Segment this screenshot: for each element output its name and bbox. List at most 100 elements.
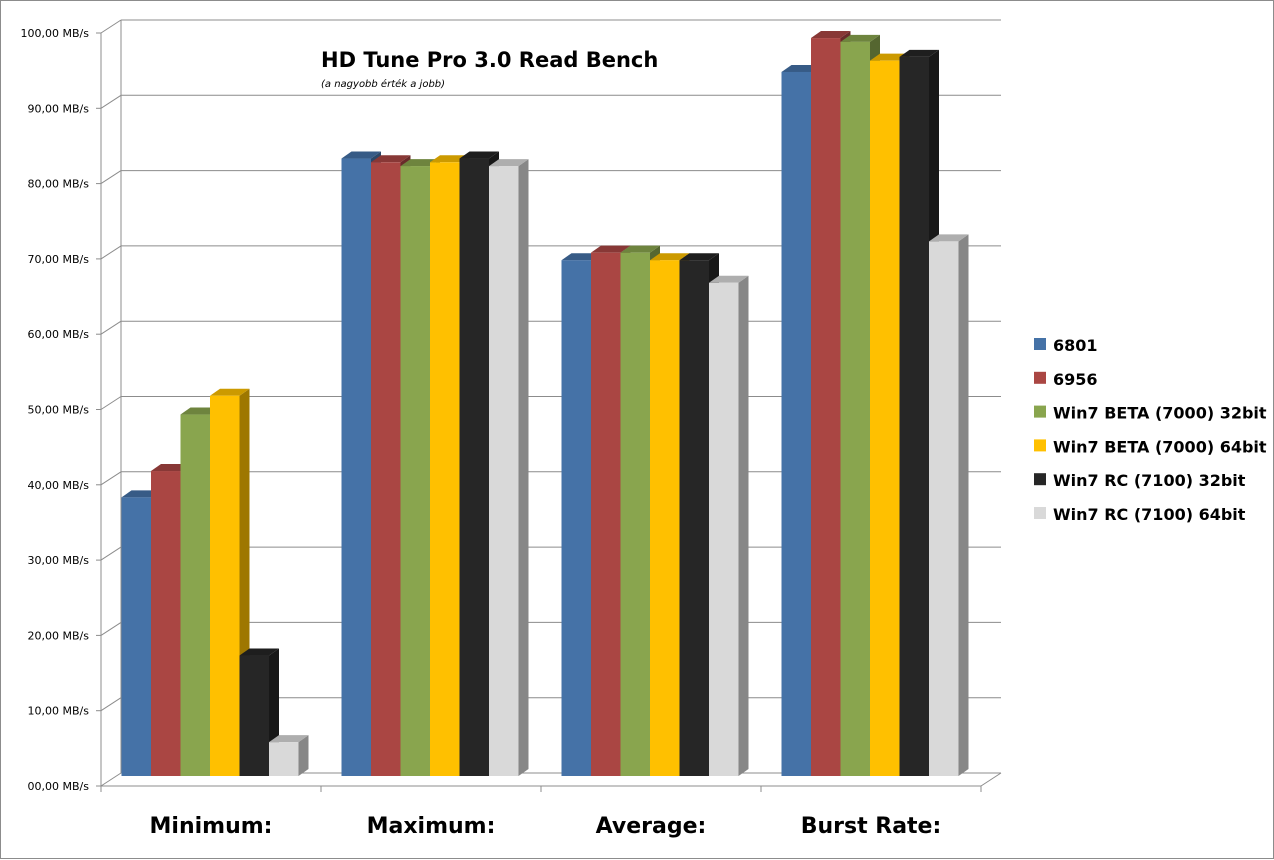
y-tick-label: 10,00 MB/s: [28, 705, 90, 718]
legend-label: 6801: [1053, 336, 1098, 355]
bar-front: [899, 56, 929, 776]
bar-front: [459, 158, 489, 777]
y-tick-label: 90,00 MB/s: [28, 102, 90, 115]
bar-top: [840, 34, 880, 42]
gridline-side: [100, 697, 122, 712]
gridline-side: [100, 396, 122, 410]
y-tick-label: 100,00 MB/s: [21, 27, 90, 40]
bar-front: [591, 252, 621, 777]
legend-item: Win7 BETA (7000) 32bit: [1034, 404, 1267, 423]
y-tick-label: 20,00 MB/s: [28, 629, 90, 642]
chart-title: HD Tune Pro 3.0 Read Bench: [321, 48, 658, 72]
bar-front: [561, 260, 591, 776]
gridline-side: [100, 19, 122, 34]
bar-top: [489, 159, 529, 167]
bar: [489, 159, 529, 776]
legend-swatch: [1034, 439, 1046, 452]
bar-side: [518, 159, 529, 776]
bar-top: [620, 245, 660, 253]
y-tick-label: 80,00 MB/s: [28, 178, 90, 191]
bar-front: [679, 260, 709, 776]
x-tick-label: Burst Rate:: [801, 814, 942, 839]
bar-front: [239, 655, 269, 776]
bar-front: [430, 162, 460, 776]
bar: [709, 275, 749, 776]
bar-front: [210, 395, 240, 776]
bar: [269, 735, 309, 776]
gridline-side: [100, 320, 122, 335]
gridline-side: [100, 772, 122, 787]
bar-top: [341, 151, 381, 159]
bars: [121, 31, 969, 777]
y-tick-label: 60,00 MB/s: [28, 328, 90, 341]
legend-swatch: [1034, 338, 1046, 350]
bar-front: [929, 241, 959, 776]
gridline-side: [100, 546, 122, 561]
bar-front: [151, 471, 181, 776]
bar-top: [811, 31, 851, 39]
bar-top: [899, 49, 939, 57]
bar-top: [650, 253, 690, 261]
bar-front: [269, 742, 299, 776]
bar-top: [459, 151, 499, 159]
legend-label: 6956: [1053, 370, 1098, 389]
legend-swatch: [1034, 405, 1046, 418]
legend-item: Win7 BETA (7000) 64bit: [1034, 437, 1267, 456]
bar-top: [591, 245, 631, 253]
legend-label: Win7 RC (7100) 32bit: [1053, 471, 1246, 490]
y-tick-label: 70,00 MB/s: [28, 253, 90, 266]
bar-front: [781, 71, 811, 776]
floor-edge: [980, 772, 1002, 787]
y-tick-label: 30,00 MB/s: [28, 554, 90, 567]
legend-label: Win7 BETA (7000) 32bit: [1053, 404, 1267, 423]
bar-front: [400, 166, 430, 776]
bar-top: [269, 735, 309, 743]
bar-front: [650, 260, 680, 776]
x-tick-label: Average:: [596, 814, 707, 839]
y-tick-label: 50,00 MB/s: [28, 404, 90, 417]
legend: 6801 6956 Win7 BETA (7000) 32bit Win7 BETA …: [1034, 336, 1267, 524]
bar-side: [738, 275, 749, 776]
bar-top: [679, 253, 719, 261]
legend-label: Win7 BETA (7000) 64bit: [1053, 437, 1267, 456]
bar-front: [489, 166, 519, 776]
bar-front: [709, 282, 739, 776]
chart-subtitle: (a nagyobb érték a jobb): [321, 78, 445, 90]
legend-item: Win7 RC (7100) 32bit: [1034, 471, 1246, 490]
bar-front: [620, 252, 650, 777]
bar-top: [929, 234, 969, 242]
gridline-side: [100, 170, 122, 185]
bar: [929, 234, 969, 776]
legend-item: 6801: [1034, 336, 1098, 355]
bar-front: [180, 414, 210, 776]
bar-front: [121, 497, 151, 776]
x-tick-label: Minimum:: [150, 814, 273, 839]
bar-side: [958, 234, 969, 776]
y-axis-ticks: 00,00 MB/s 10,00 MB/s 20,00 MB/s 30,00 MB/s…: [21, 27, 101, 793]
bar-front: [870, 60, 900, 776]
bar-top: [371, 155, 411, 163]
x-axis: Minimum: Maximum: Average: Burst Rate:: [100, 786, 982, 839]
legend-item: Win7 RC (7100) 64bit: [1034, 505, 1246, 524]
legend-item: 6956: [1034, 370, 1098, 389]
legend-swatch: [1034, 473, 1046, 486]
bar-top: [239, 648, 279, 656]
bar-top: [709, 275, 749, 283]
legend-swatch: [1034, 371, 1046, 384]
bar-front: [811, 38, 841, 777]
gridline-side: [100, 245, 122, 260]
legend-swatch: [1034, 507, 1046, 519]
legend-label: Win7 RC (7100) 64bit: [1053, 505, 1246, 524]
gridline-side: [100, 94, 122, 109]
bar-top: [210, 388, 250, 396]
bar-front: [341, 158, 371, 777]
gridline-side: [100, 621, 122, 636]
y-tick-label: 00,00 MB/s: [28, 780, 90, 793]
bar-side: [298, 735, 309, 776]
y-tick-label: 40,00 MB/s: [28, 479, 90, 492]
x-tick-label: Maximum:: [367, 814, 496, 839]
gridline-side: [100, 471, 122, 486]
bar-front: [371, 162, 401, 776]
